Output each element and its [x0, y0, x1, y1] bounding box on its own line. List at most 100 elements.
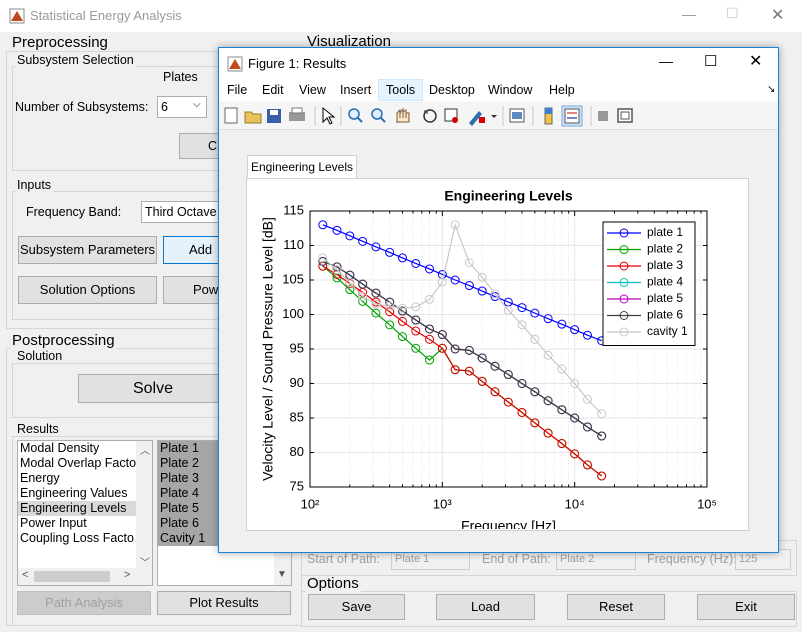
- list-item[interactable]: Power Input: [20, 516, 87, 530]
- button[interactable]: Plot Results: [157, 591, 291, 615]
- list-item[interactable]: Modal Density: [20, 441, 100, 455]
- marker: [411, 326, 421, 336]
- scroll-arrow[interactable]: >: [124, 569, 131, 581]
- label: Frequency Band:: [26, 205, 122, 219]
- marker: [332, 225, 342, 235]
- marker: [557, 364, 567, 374]
- menu-item[interactable]: Edit: [262, 83, 284, 97]
- list-item[interactable]: Modal Overlap Factor: [20, 456, 141, 470]
- chart: 75 80 85 90 95 100 105 110 115 10² 10³ 10⁴ 10⁵ Engine…: [260, 188, 717, 530]
- marker: [543, 350, 553, 360]
- button[interactable]: Load: [436, 594, 535, 620]
- tab[interactable]: Engineering Levels: [247, 155, 357, 179]
- marker: [543, 396, 553, 406]
- marker: [345, 278, 355, 288]
- button[interactable]: Exit: [697, 594, 795, 620]
- button[interactable]: Save: [308, 594, 405, 620]
- maximize[interactable]: ☐: [726, 5, 739, 21]
- list-item[interactable]: Engineering Values: [20, 486, 128, 500]
- listbox[interactable]: Modal Density Modal Overlap Factor Energy E…: [17, 440, 153, 586]
- menu-item[interactable]: Window: [488, 83, 533, 97]
- marker: [371, 242, 381, 252]
- marker: [437, 277, 447, 287]
- scroll-arrow[interactable]: ▼: [277, 569, 287, 580]
- marker: [517, 379, 527, 388]
- marker: [503, 370, 513, 380]
- marker: [490, 292, 500, 302]
- label: End of Path:: [482, 552, 551, 566]
- x-tick-label: 10⁴: [565, 496, 585, 511]
- scroll-thumb[interactable]: [34, 571, 110, 582]
- marker: [570, 413, 580, 423]
- marker: [582, 394, 592, 404]
- panel-title: Results: [15, 422, 61, 436]
- label: Frequency (Hz):: [647, 552, 737, 566]
- marker: [411, 315, 421, 325]
- toolbar-icons: [224, 105, 633, 127]
- toolbar: [219, 103, 778, 130]
- title-bar: [0, 0, 802, 32]
- scrollbar[interactable]: [136, 441, 152, 568]
- marker: [517, 303, 527, 313]
- marker: [464, 258, 474, 268]
- legend-label: plate 5: [647, 291, 683, 305]
- chart-title: Engineering Levels: [444, 188, 573, 204]
- legend-box: [602, 221, 696, 346]
- marker: [503, 397, 513, 407]
- marker: [397, 306, 407, 316]
- marker: [490, 387, 500, 397]
- button[interactable]: Subsystem Parameters: [18, 236, 157, 264]
- marker: [437, 330, 447, 340]
- marker: [517, 407, 527, 417]
- label: Start of Path:: [307, 552, 380, 566]
- marker: [450, 275, 460, 285]
- maximize[interactable]: ☐: [704, 53, 718, 70]
- dropdown[interactable]: 6: [157, 96, 207, 118]
- x-tick-label: 10⁵: [697, 496, 717, 511]
- marker: [582, 460, 592, 470]
- marker: [490, 289, 500, 299]
- marker: [397, 303, 407, 313]
- marker: [503, 305, 513, 315]
- list-item[interactable]: Energy: [20, 471, 60, 485]
- menu-item[interactable]: View: [299, 83, 326, 97]
- list-item[interactable]: Coupling Loss Facto: [20, 531, 134, 545]
- marker: [425, 324, 435, 334]
- figure-title-bar: [219, 48, 778, 79]
- marker: [464, 366, 474, 376]
- button[interactable]: Solve: [78, 374, 228, 403]
- series-line: [322, 260, 602, 437]
- marker: [371, 299, 381, 309]
- dropdown: Plate 2: [556, 549, 636, 570]
- button[interactable]: Solution Options: [18, 276, 157, 304]
- scroll-arrow[interactable]: ︿: [140, 446, 150, 457]
- close[interactable]: ✕: [749, 53, 763, 70]
- marker: [411, 302, 421, 312]
- panel-title: Postprocessing: [10, 332, 117, 349]
- panel-title: Preprocessing: [10, 34, 110, 51]
- menu-item[interactable]: File: [227, 83, 248, 97]
- menu-item[interactable]: Tools: [378, 79, 424, 101]
- panel: [301, 591, 797, 627]
- dropdown[interactable]: Third Octave: [141, 201, 241, 223]
- legend-marker: [619, 327, 629, 337]
- marker: [425, 264, 435, 274]
- legend-label: plate 2: [647, 242, 683, 256]
- marker: [385, 301, 395, 311]
- scroll-arrow[interactable]: <: [22, 569, 29, 581]
- minimize[interactable]: —: [659, 53, 673, 69]
- menu-item[interactable]: Help: [549, 83, 575, 97]
- marker: [570, 449, 580, 459]
- marker: [464, 281, 474, 291]
- legend-marker: [619, 261, 629, 271]
- close[interactable]: ✕: [771, 7, 785, 24]
- minimize[interactable]: —: [682, 6, 696, 22]
- scroll-arrow[interactable]: ﹀: [140, 558, 150, 569]
- list-item[interactable]: Engineering Levels: [18, 501, 138, 516]
- menu-item[interactable]: Desktop: [429, 83, 475, 97]
- menu-item[interactable]: Insert: [340, 83, 372, 97]
- x-tick-label: 10³: [433, 496, 452, 511]
- dropdown-arrow: ⌵: [193, 99, 201, 110]
- button[interactable]: Reset: [567, 594, 665, 620]
- legend-label: plate 3: [647, 258, 683, 272]
